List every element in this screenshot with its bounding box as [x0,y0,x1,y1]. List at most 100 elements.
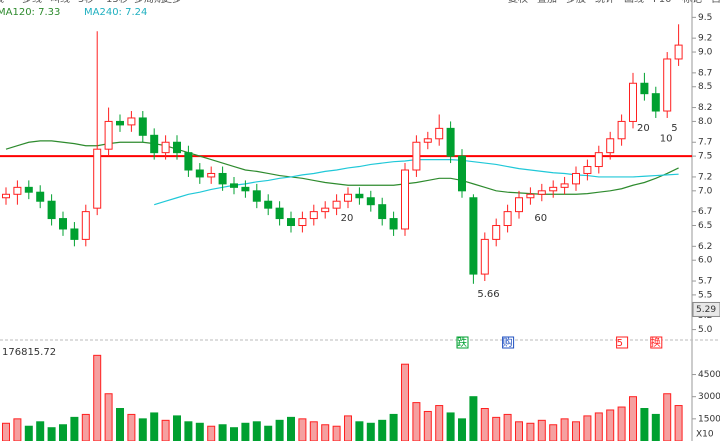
candle-body [366,197,375,206]
toolbar-item: 多股 [566,0,586,5]
signal-box [616,336,629,349]
y-tick-label: 9.2 [698,34,712,44]
candle-body [150,134,159,154]
candle-body [651,93,660,112]
candle-body [617,120,626,140]
candle-body [355,193,364,199]
volume-bar [389,413,398,441]
volume-bar [401,363,409,441]
y-tick-label: 6.0 [698,256,713,266]
candle-body [378,204,387,220]
candle-body [515,197,523,213]
volume-bar [264,425,273,441]
candle-body [321,207,330,213]
volume-bar [640,408,649,441]
volume-bar [332,425,341,441]
candle-body [480,238,489,275]
volume-bar [47,427,56,441]
volume-bar [70,416,79,441]
candle-body [195,169,204,178]
candle-body [2,193,10,199]
candle-body [309,211,318,220]
annotation: 5.66 [477,289,499,300]
candle-body [104,120,113,150]
y-tick-label: 9.0 [698,48,713,58]
volume-bar [104,393,113,441]
candle-body [469,197,478,275]
toolbar-item: 多周期 [134,0,164,5]
candle-body [389,218,398,230]
candle-body [583,166,592,174]
volume-bar [435,405,444,441]
candle-body [24,186,33,193]
toolbar-item: 复权 [508,0,528,5]
volume-bar [230,427,238,441]
y-tick-label: 6.2 [698,242,712,252]
volume-bar [93,354,102,441]
signal: 5 [617,338,623,349]
candle-body [423,138,432,143]
volume-bar [173,415,181,441]
volume-bar [184,421,193,441]
candle-body [401,169,409,230]
volume-bar [127,413,136,441]
candle-body [435,127,444,140]
y-tick-label: 6.5 [698,221,712,231]
y-tick-label: 7.2 [698,172,712,182]
volume-bar [344,415,352,441]
candle-body [81,211,90,240]
candle-body [332,200,341,209]
candle-body [492,225,501,240]
candle-body [549,186,558,192]
toolbar-item: 叫线 [50,0,70,5]
annotation: 60 [534,213,547,224]
candle-body [93,148,102,209]
toolbar-item: 标记 [682,0,702,5]
candle-body [458,155,466,192]
y-tick-label: 8.0 [698,117,713,127]
volume-bar [492,416,501,441]
y-tick-label: 9.5 [698,13,712,23]
volume-bar [298,418,307,441]
y-tick-label: 1500 [698,414,720,424]
signal-box [650,336,663,349]
annotation: 20 [637,123,650,134]
price-tag: 5.29 [696,305,716,315]
candle-body [59,218,67,230]
toolbar-item: 更多 [162,0,182,5]
volume-bar [594,412,603,441]
zoom-label: X10 [696,430,714,440]
volume-bar [515,421,523,441]
candle-body [207,172,216,178]
volume-bar [161,419,170,441]
candle-body [127,117,136,126]
volume-bar [378,419,387,441]
volume-bar [537,419,546,441]
volume-bar [629,396,637,441]
toolbar-item: 线 [0,0,4,5]
candle-body [572,172,580,185]
volume-bar [81,413,90,441]
candle-body [173,141,181,154]
volume-bar [150,412,159,441]
candle-body [138,117,147,136]
toolbar-item: 5秒 [78,0,94,5]
volume-bar [412,402,421,441]
volume-bar [24,425,33,441]
annotation: 5 [671,123,677,134]
candle-body [47,200,56,220]
volume-bar [366,422,375,441]
volume-bar [480,408,489,441]
candle-body [606,138,615,154]
toolbar-item: 画线 [624,0,644,5]
y-tick-label: 7.0 [698,186,713,196]
volume-bar [446,412,455,441]
y-tick-label: 3000 [698,392,720,402]
candle-body [70,228,79,240]
y-tick-label: 5.7 [698,277,712,287]
volume-bar [321,424,330,441]
candle-body [344,193,352,202]
volume-bar [526,422,535,441]
volume-bar [36,421,45,441]
candle-body [116,120,124,126]
